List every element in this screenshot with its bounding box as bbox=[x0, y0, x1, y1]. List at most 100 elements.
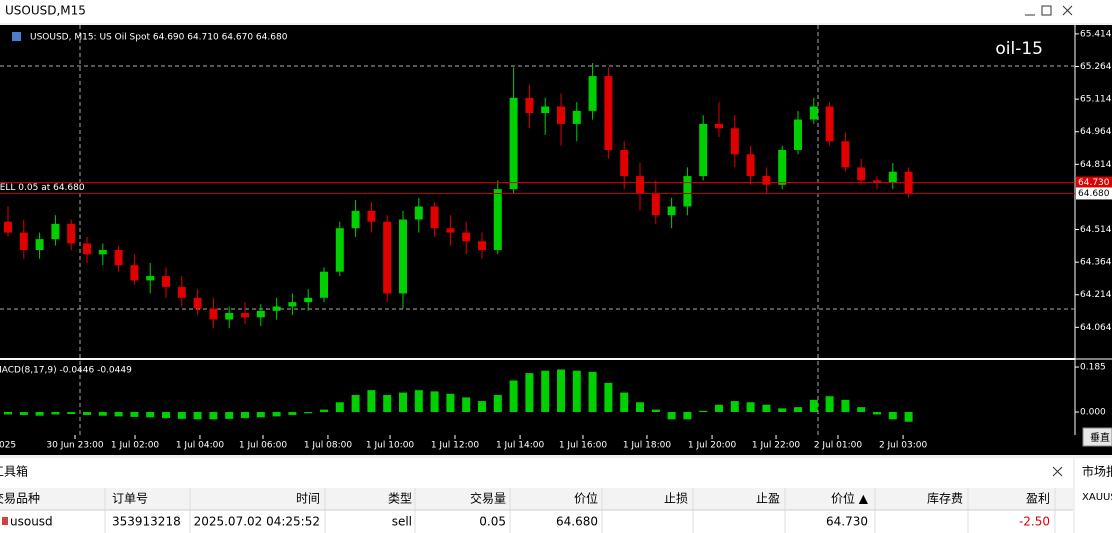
macd-bar bbox=[904, 412, 913, 422]
candle-body bbox=[825, 106, 834, 142]
candle-body bbox=[604, 76, 613, 150]
macd-bar bbox=[825, 396, 834, 413]
macd-bar bbox=[715, 404, 723, 413]
candle-body bbox=[809, 106, 818, 120]
candle-body bbox=[98, 249, 107, 255]
macd-bar bbox=[746, 402, 755, 413]
y-tick-label: 64.964 bbox=[1080, 127, 1112, 137]
macd-bar bbox=[209, 412, 218, 420]
macd-bar bbox=[809, 399, 818, 413]
candle-body bbox=[304, 297, 313, 303]
cell: 353913218 bbox=[112, 515, 181, 529]
watermark: oil-15 bbox=[995, 39, 1043, 59]
macd-bar bbox=[399, 392, 407, 413]
candle-body bbox=[320, 271, 328, 298]
macd-bar bbox=[509, 380, 518, 413]
macd-bar bbox=[636, 402, 644, 413]
candle-body bbox=[130, 265, 139, 281]
candle-body bbox=[383, 221, 392, 294]
candle-body bbox=[288, 302, 297, 307]
macd-bar bbox=[367, 390, 376, 413]
time-axis bbox=[0, 435, 1112, 455]
candle-body bbox=[462, 232, 471, 242]
toolbox-close[interactable] bbox=[1052, 466, 1063, 477]
y-tick-label: 65.114 bbox=[1080, 95, 1112, 105]
bid-line-tag bbox=[1076, 176, 1112, 189]
window-title: USOUSD,M15 bbox=[5, 4, 86, 18]
candle-body bbox=[351, 210, 360, 229]
column-header: 交易品种 bbox=[0, 491, 40, 506]
x-tick-label: 1 Jul 20:00 bbox=[688, 441, 737, 451]
candle-body bbox=[667, 206, 676, 216]
candle-body bbox=[620, 149, 629, 177]
candle-body bbox=[541, 106, 550, 114]
macd-bar bbox=[888, 412, 897, 420]
market-watch bbox=[1075, 458, 1112, 533]
macd-bar bbox=[730, 401, 739, 413]
macd-bar bbox=[588, 371, 597, 413]
close-button[interactable] bbox=[1062, 5, 1073, 16]
column-header: 订单号 bbox=[112, 492, 148, 506]
x-tick-label: 1 Jul 14:00 bbox=[496, 441, 545, 451]
candle-body bbox=[430, 206, 439, 229]
macd-bar bbox=[304, 412, 313, 414]
candle-body bbox=[699, 123, 708, 177]
cell: 64.730 bbox=[826, 515, 868, 529]
cell: 64.680 bbox=[556, 515, 598, 529]
maximize-button[interactable] bbox=[1041, 5, 1052, 16]
macd-bar bbox=[557, 369, 565, 413]
candle-body bbox=[794, 119, 802, 150]
candle-body bbox=[19, 232, 28, 250]
candle-body bbox=[525, 97, 534, 114]
candle-body bbox=[335, 228, 344, 272]
y-tick-label: 65.264 bbox=[1080, 62, 1112, 72]
macd-bar bbox=[35, 412, 44, 416]
macd-bar bbox=[67, 412, 76, 414]
order-text: SELL 0.05 at 64.680 bbox=[0, 183, 85, 193]
candles bbox=[4, 63, 913, 329]
price-axis bbox=[1075, 25, 1112, 435]
candle-body bbox=[162, 276, 170, 287]
candle-body bbox=[493, 189, 502, 250]
candle-body bbox=[146, 276, 155, 281]
macd-bar bbox=[383, 395, 392, 413]
candle-body bbox=[225, 313, 234, 320]
x-tick-label: 30 Jun 23:00 bbox=[46, 441, 103, 451]
macd-bar bbox=[699, 410, 708, 413]
y-tick-label: 64.814 bbox=[1080, 160, 1112, 170]
macd-bar bbox=[794, 407, 802, 413]
candle-body bbox=[636, 176, 644, 194]
candle-body bbox=[588, 76, 597, 111]
macd-bar bbox=[4, 412, 12, 415]
candle-body bbox=[272, 306, 281, 311]
bid-line-label: 64.730 bbox=[1078, 178, 1110, 188]
cell: 2025.07.02 04:25:52 bbox=[194, 515, 320, 529]
candle-body bbox=[509, 97, 518, 190]
macd-bar bbox=[272, 412, 281, 417]
candle-body bbox=[35, 239, 44, 250]
candle-body bbox=[193, 297, 202, 309]
candle-body bbox=[683, 176, 692, 207]
macd-bar bbox=[193, 412, 202, 420]
column-header: 价位 bbox=[574, 491, 598, 506]
macd-bar bbox=[446, 393, 455, 413]
toolbox-title: 工具箱 bbox=[0, 464, 28, 479]
candle-body bbox=[778, 149, 787, 185]
macd-bar bbox=[762, 404, 771, 413]
macd-bar bbox=[351, 395, 360, 413]
macd-bar bbox=[778, 408, 787, 413]
cell: -2.50 bbox=[1019, 515, 1050, 529]
market-watch-title: 市场报价 bbox=[1082, 464, 1112, 479]
market-watch-item: XAUUSD bbox=[1082, 492, 1112, 503]
macd-bar bbox=[683, 412, 692, 420]
candle-body bbox=[241, 313, 249, 318]
candle-body bbox=[841, 141, 850, 168]
column-header: 止损 bbox=[664, 492, 688, 506]
macd-tick-label: 0.185 bbox=[1080, 363, 1106, 373]
macd-bar bbox=[241, 412, 249, 419]
candle-body bbox=[83, 243, 91, 255]
tooltip-text: 垂直 bbox=[1090, 431, 1110, 444]
table-header bbox=[0, 488, 1073, 510]
macd-bar bbox=[604, 382, 613, 413]
y-tick-label: 64.214 bbox=[1080, 290, 1112, 300]
